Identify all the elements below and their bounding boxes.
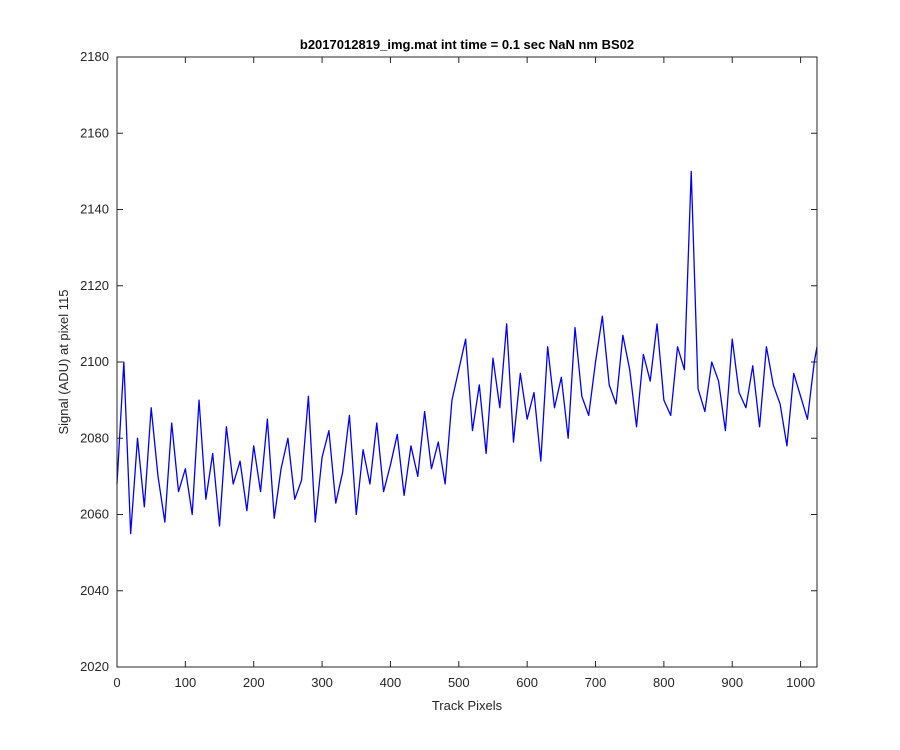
x-tick-label: 800	[653, 675, 675, 690]
x-tick-label: 900	[721, 675, 743, 690]
x-tick-label: 100	[175, 675, 197, 690]
x-tick-label: 400	[380, 675, 402, 690]
x-tick-label: 300	[311, 675, 333, 690]
x-tick-label: 500	[448, 675, 470, 690]
x-tick-label: 700	[585, 675, 607, 690]
y-tick-label: 2020	[80, 659, 109, 674]
x-tick-label: 1000	[786, 675, 815, 690]
y-tick-label: 2040	[80, 583, 109, 598]
x-tick-label: 0	[113, 675, 120, 690]
y-tick-label: 2140	[80, 202, 109, 217]
y-tick-label: 2100	[80, 354, 109, 369]
tick-labels: 0 100 200 300 400 500 600 700 800 900 1000 2020 2040…	[80, 49, 815, 690]
y-tick-label: 2080	[80, 430, 109, 445]
y-tick-label: 2180	[80, 49, 109, 64]
y-tick-label: 2160	[80, 125, 109, 140]
series-layer	[116, 170, 818, 535]
x-axis-label: Track Pixels	[432, 698, 503, 713]
series-line-0	[116, 170, 818, 535]
y-tick-label: 2060	[80, 507, 109, 522]
y-axis-label: Signal (ADU) at pixel 115	[56, 290, 71, 435]
x-tick-label: 600	[516, 675, 538, 690]
chart-title: b2017012819_img.mat int time = 0.1 sec N…	[300, 37, 634, 52]
axes-box	[116, 56, 818, 668]
x-tick-label: 200	[243, 675, 265, 690]
y-tick-label: 2120	[80, 278, 109, 293]
